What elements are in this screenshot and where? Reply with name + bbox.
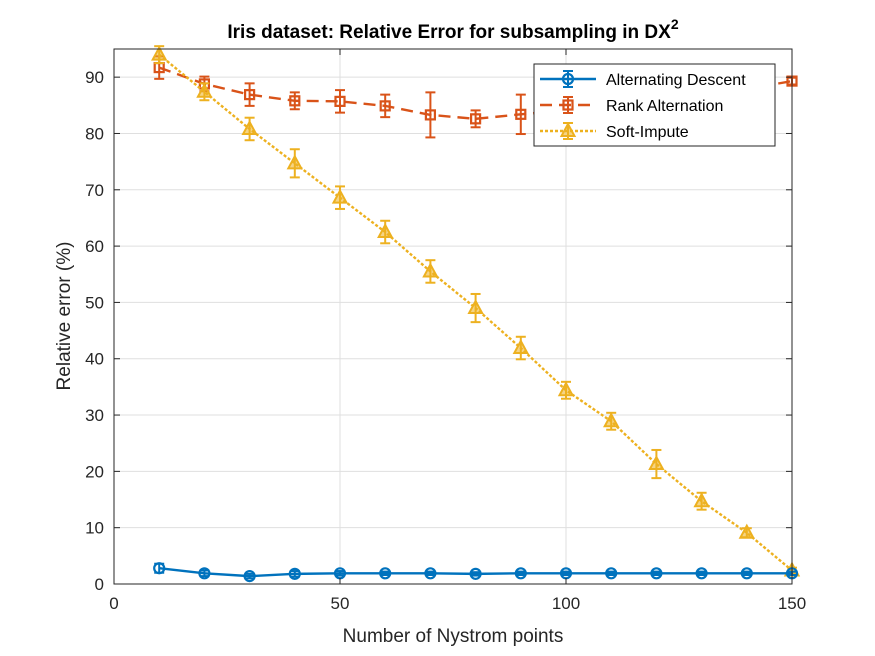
error-bar <box>335 570 345 577</box>
data-point <box>738 523 755 539</box>
error-bar <box>289 91 300 111</box>
data-point <box>377 222 394 239</box>
chart-title: Iris dataset: Relative Error for subsamp… <box>227 16 678 43</box>
plot-frame <box>113 48 793 585</box>
data-point <box>695 567 708 580</box>
y-tick-label: 40 <box>85 350 104 369</box>
y-tick-label: 70 <box>85 181 104 200</box>
data-point <box>648 454 665 471</box>
x-tick-label: 150 <box>778 594 806 613</box>
data-point <box>740 567 753 580</box>
error-bar <box>651 570 662 576</box>
y-tick-label: 90 <box>85 68 104 87</box>
y-tick-label: 0 <box>95 575 104 594</box>
data-point <box>331 188 349 204</box>
legend-marker <box>559 121 577 137</box>
legend-label: Rank Alternation <box>606 98 723 115</box>
legend-entry: Rank Alternation <box>540 96 723 115</box>
data-point <box>379 567 392 580</box>
data-point <box>470 113 482 125</box>
data-point <box>469 567 482 580</box>
data-point <box>650 567 663 580</box>
x-tick-label: 50 <box>331 594 350 613</box>
y-tick-label: 80 <box>85 124 104 143</box>
y-tick-label: 10 <box>85 519 104 538</box>
error-bar <box>470 571 481 577</box>
x-tick-label: 100 <box>552 594 580 613</box>
data-point <box>243 570 256 583</box>
error-bar <box>606 570 617 576</box>
legend-label: Alternating Descent <box>606 72 746 89</box>
data-point <box>379 100 391 112</box>
error-bar <box>335 89 345 114</box>
legend-box <box>533 63 776 147</box>
chart-title-superscript: 2 <box>671 16 679 32</box>
data-point <box>289 95 301 107</box>
data-point <box>288 567 301 580</box>
error-bar <box>561 570 571 576</box>
legend-marker <box>561 72 575 86</box>
data-point <box>693 492 710 508</box>
data-point <box>424 567 437 580</box>
data-point <box>514 567 527 580</box>
error-bar <box>244 82 255 107</box>
y-tick-label: 60 <box>85 237 104 256</box>
data-point <box>334 95 346 107</box>
error-bar <box>515 570 526 576</box>
legend-label: Soft-Impute <box>606 124 689 141</box>
error-bar <box>515 93 526 136</box>
data-point <box>467 298 484 315</box>
data-point <box>605 567 618 580</box>
y-tick-label: 30 <box>85 406 104 425</box>
chart-title-text: Iris dataset: Relative Error for subsamp… <box>227 22 671 43</box>
error-bar <box>741 570 752 576</box>
error-bar <box>425 91 436 139</box>
data-point <box>241 119 258 135</box>
data-point <box>422 262 439 278</box>
error-bar <box>425 570 436 576</box>
y-axis-label: Relative error (%) <box>54 242 75 391</box>
ticks: 0 50 100 150 0 10 20 30 40 50 60 70 80 90 <box>85 49 806 613</box>
data-point <box>286 154 303 170</box>
data-point <box>557 381 575 397</box>
legend: Alternating Descent Rank Alternation Soft-… <box>533 63 776 147</box>
data-point <box>244 89 256 101</box>
error-bar <box>244 572 255 580</box>
series-soft-impute <box>151 45 801 577</box>
x-tick-label: 0 <box>109 594 118 613</box>
series-alternating-descent <box>153 562 799 583</box>
data-point <box>512 338 529 355</box>
x-axis-label: Number of Nystrom points <box>343 626 564 647</box>
data-point <box>196 82 213 98</box>
y-tick-label: 20 <box>85 462 104 481</box>
legend-entry: Alternating Descent <box>540 70 746 89</box>
data-point <box>153 562 166 575</box>
data-point <box>603 412 620 428</box>
data-point <box>151 45 168 61</box>
data-point <box>515 108 527 120</box>
data-point <box>424 109 436 121</box>
error-bar <box>696 570 707 576</box>
error-bar <box>470 109 481 129</box>
error-bar <box>380 570 391 576</box>
data-point <box>198 567 211 580</box>
error-bar <box>380 93 391 119</box>
legend-marker <box>562 99 574 111</box>
legend-entry: Soft-Impute <box>540 121 689 141</box>
y-tick-label: 50 <box>85 293 104 312</box>
